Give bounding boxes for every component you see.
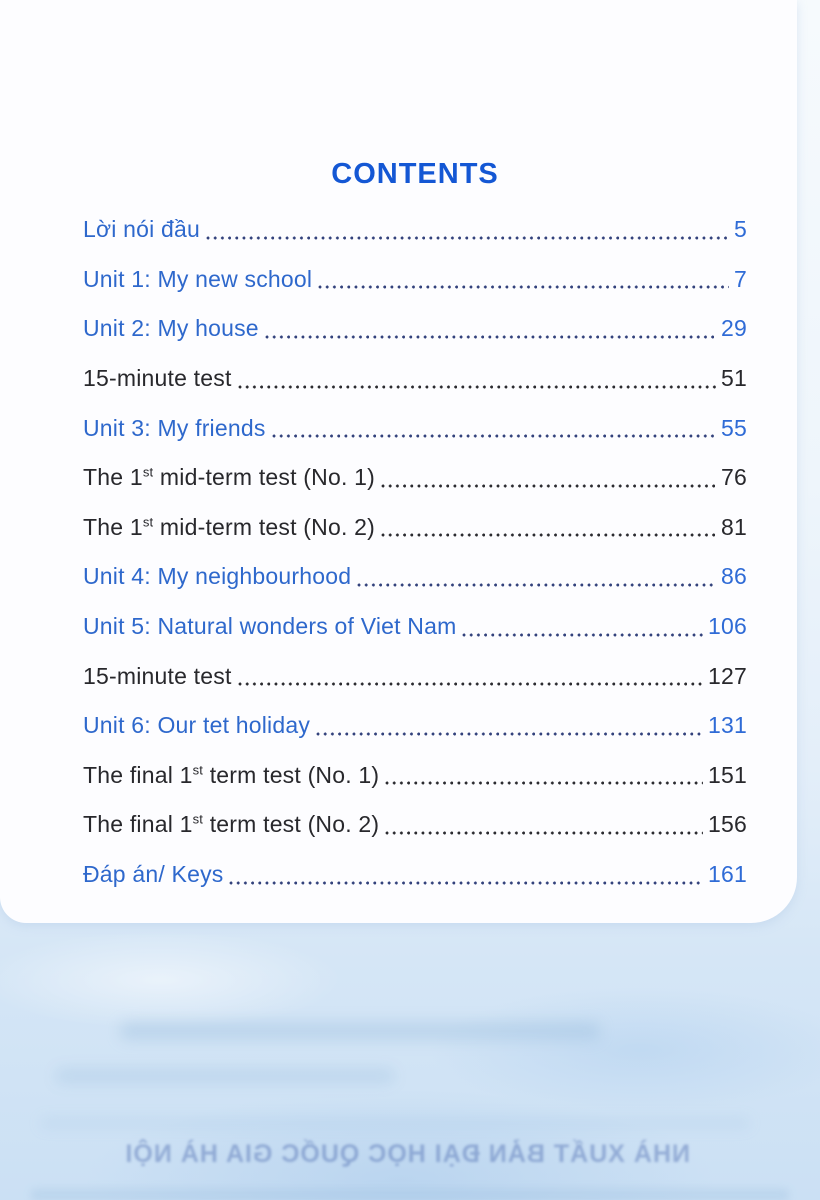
toc-entry: The final 1st term test (No. 2) 156 bbox=[83, 800, 747, 850]
page-title: CONTENTS bbox=[331, 158, 499, 190]
toc-entry-page: 151 bbox=[708, 761, 747, 788]
bleed-through-smudge bbox=[120, 1022, 600, 1040]
dotted-leader bbox=[264, 318, 717, 339]
toc-entry-label: Unit 6: Our tet holiday bbox=[83, 712, 311, 739]
toc-entry: The final 1st term test (No. 1) 151 bbox=[83, 751, 747, 801]
bleed-through-smudge bbox=[55, 1068, 395, 1084]
toc-entry-page: 131 bbox=[708, 712, 747, 739]
bleed-through-publisher-text: NHÀ XUẤT BẢN ĐẠI HỌC QUỐC GIA HÀ NỘI bbox=[124, 1140, 690, 1168]
toc-entry-page: 86 bbox=[721, 563, 747, 590]
toc-entry-label: The final 1st term test (No. 1) bbox=[83, 761, 380, 788]
toc-entry: 15-minute test 51 bbox=[83, 354, 747, 404]
toc-entry-label: Unit 2: My house bbox=[83, 315, 259, 342]
dotted-leader bbox=[385, 814, 704, 835]
toc-entry-label: Unit 5: Natural wonders of Viet Nam bbox=[83, 613, 457, 640]
toc-entry-label: Lời nói đầu bbox=[83, 216, 201, 243]
toc-entry-label: The 1st mid-term test (No. 2) bbox=[83, 513, 375, 540]
dotted-leader bbox=[271, 418, 717, 439]
toc-entry-page: 29 bbox=[721, 315, 747, 342]
toc-entry-page: 55 bbox=[721, 414, 747, 441]
toc-entry-label: Đáp án/ Keys bbox=[83, 861, 224, 888]
toc-entry-label: Unit 1: My new school bbox=[83, 265, 313, 292]
toc-entry-page: 51 bbox=[721, 365, 747, 392]
dotted-leader bbox=[318, 269, 729, 290]
toc-entry-label: Unit 3: My friends bbox=[83, 414, 266, 441]
ordinal-superscript: st bbox=[192, 762, 204, 778]
toc-entry-label: The final 1st term test (No. 2) bbox=[83, 811, 380, 838]
dotted-leader bbox=[462, 616, 704, 637]
toc-entry-page: 7 bbox=[734, 265, 747, 292]
toc-entry-page: 5 bbox=[734, 216, 747, 243]
toc-entry: The 1st mid-term test (No. 2) 81 bbox=[83, 503, 747, 553]
content-card: CONTENTS Lời nói đầu 5 Unit 1: My new scho… bbox=[83, 158, 747, 899]
toc-entry: Unit 3: My friends 55 bbox=[83, 403, 747, 453]
dotted-leader bbox=[381, 517, 717, 538]
table-of-contents: Lời nói đầu 5 Unit 1: My new school 7 Unit 2… bbox=[83, 205, 747, 899]
dotted-leader bbox=[237, 368, 717, 389]
toc-entry-page: 127 bbox=[708, 662, 747, 689]
toc-entry-page: 156 bbox=[708, 811, 747, 838]
toc-entry-label: The 1st mid-term test (No. 1) bbox=[83, 464, 375, 491]
toc-entry: Unit 2: My house 29 bbox=[83, 304, 747, 354]
toc-entry-page: 76 bbox=[721, 464, 747, 491]
toc-entry-label: 15-minute test bbox=[83, 365, 232, 392]
ordinal-superscript: st bbox=[142, 514, 154, 530]
toc-entry: Unit 4: My neighbourhood 86 bbox=[83, 552, 747, 602]
dotted-leader bbox=[229, 864, 704, 885]
toc-entry: 15-minute test 127 bbox=[83, 651, 747, 701]
dotted-leader bbox=[381, 467, 717, 488]
bleed-through-smudge bbox=[40, 1118, 750, 1128]
toc-entry-label: 15-minute test bbox=[83, 662, 232, 689]
toc-entry: Unit 6: Our tet holiday 131 bbox=[83, 701, 747, 751]
dotted-leader bbox=[357, 566, 717, 587]
bleed-through-smudge bbox=[30, 1188, 790, 1200]
toc-entry-page: 106 bbox=[708, 613, 747, 640]
toc-entry: Lời nói đầu 5 bbox=[83, 205, 747, 255]
toc-entry-page: 161 bbox=[708, 861, 747, 888]
ordinal-superscript: st bbox=[192, 811, 204, 827]
toc-entry-label: Unit 4: My neighbourhood bbox=[83, 563, 352, 590]
toc-entry-page: 81 bbox=[721, 513, 747, 540]
dotted-leader bbox=[206, 219, 729, 240]
toc-entry: Đáp án/ Keys 161 bbox=[83, 850, 747, 900]
dotted-leader bbox=[237, 666, 704, 687]
toc-entry: Unit 1: My new school 7 bbox=[83, 255, 747, 305]
toc-entry: Unit 5: Natural wonders of Viet Nam 106 bbox=[83, 602, 747, 652]
dotted-leader bbox=[385, 765, 704, 786]
toc-entry: The 1st mid-term test (No. 1) 76 bbox=[83, 453, 747, 503]
dotted-leader bbox=[316, 715, 704, 736]
ordinal-superscript: st bbox=[142, 464, 154, 480]
